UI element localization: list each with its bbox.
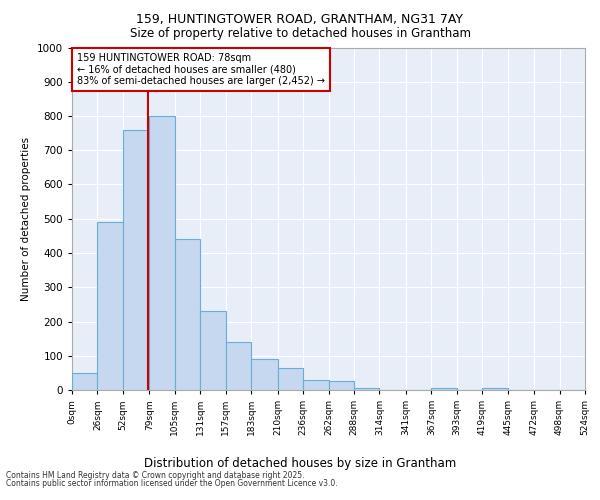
Bar [354, 388, 379, 390]
Bar [251, 359, 278, 390]
Text: Contains HM Land Registry data © Crown copyright and database right 2025.: Contains HM Land Registry data © Crown c… [6, 470, 305, 480]
Bar [149, 116, 175, 390]
Text: Contains public sector information licensed under the Open Government Licence v3: Contains public sector information licen… [6, 479, 338, 488]
Bar [175, 240, 200, 390]
Bar [97, 222, 123, 390]
Bar [200, 311, 226, 390]
Text: 159, HUNTINGTOWER ROAD, GRANTHAM, NG31 7AY: 159, HUNTINGTOWER ROAD, GRANTHAM, NG31 7… [137, 12, 464, 26]
Bar [329, 382, 354, 390]
Bar [278, 368, 303, 390]
Bar [482, 388, 508, 390]
Y-axis label: Number of detached properties: Number of detached properties [21, 136, 31, 301]
Bar [303, 380, 329, 390]
Bar [123, 130, 149, 390]
Text: Distribution of detached houses by size in Grantham: Distribution of detached houses by size … [144, 458, 456, 470]
Text: 159 HUNTINGTOWER ROAD: 78sqm
← 16% of detached houses are smaller (480)
83% of s: 159 HUNTINGTOWER ROAD: 78sqm ← 16% of de… [77, 52, 325, 86]
Bar [226, 342, 251, 390]
Bar [72, 373, 97, 390]
Bar [431, 388, 457, 390]
Text: Size of property relative to detached houses in Grantham: Size of property relative to detached ho… [130, 28, 470, 40]
